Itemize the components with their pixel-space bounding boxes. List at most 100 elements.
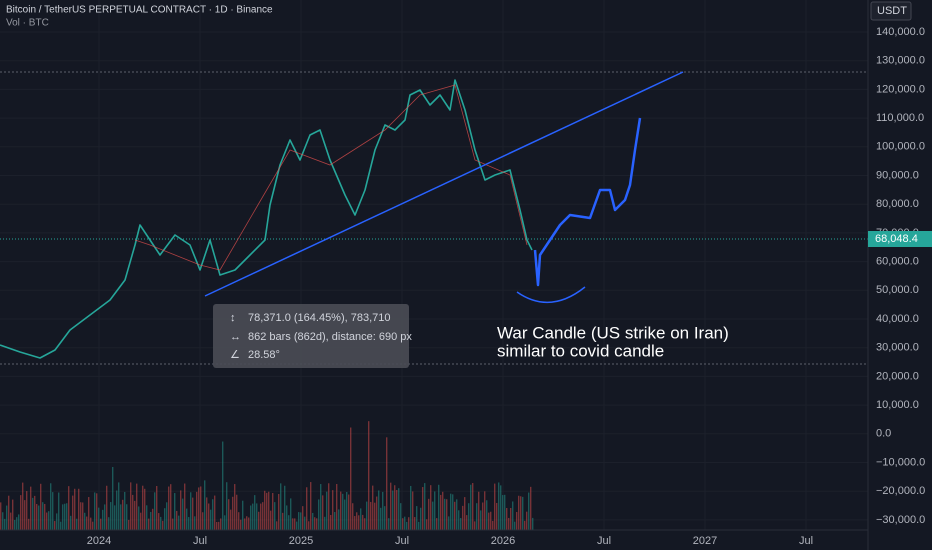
volume-bar bbox=[380, 507, 382, 530]
currency-button[interactable] bbox=[870, 1, 912, 21]
volume-bar bbox=[460, 518, 462, 530]
volume-bar bbox=[424, 483, 426, 530]
volume-bar bbox=[204, 480, 206, 530]
volume-bar bbox=[326, 491, 328, 530]
volume-bar bbox=[64, 503, 66, 530]
volume-bar bbox=[58, 492, 60, 530]
time-label: Jul bbox=[799, 535, 813, 547]
volume-bar bbox=[134, 500, 136, 530]
volume-bar bbox=[52, 492, 54, 530]
volume-bar bbox=[252, 503, 254, 530]
volume-bar bbox=[12, 499, 14, 530]
volume-bar bbox=[292, 518, 294, 530]
volume-bar bbox=[516, 512, 518, 530]
volume-bar bbox=[192, 497, 194, 530]
volume-bar bbox=[220, 518, 222, 530]
projection-path bbox=[533, 117, 642, 287]
volume-bar bbox=[264, 490, 266, 530]
volume-bar bbox=[122, 499, 124, 530]
volume-bar bbox=[218, 521, 220, 530]
volume-bar bbox=[50, 483, 52, 530]
volume-bar bbox=[34, 495, 36, 530]
volume-bar bbox=[164, 508, 166, 530]
volume-bar bbox=[296, 521, 298, 530]
volume-bar bbox=[178, 515, 180, 530]
volume-bar bbox=[200, 486, 202, 530]
volume-bar bbox=[320, 484, 322, 530]
volume-bar bbox=[20, 495, 22, 530]
currency[interactable]: USDT bbox=[877, 5, 907, 17]
price-label: 140,000.0 bbox=[876, 26, 925, 38]
volume-bar bbox=[28, 518, 30, 530]
volume-bar bbox=[414, 517, 416, 530]
volume-bar bbox=[352, 503, 354, 530]
volume-bar bbox=[468, 503, 470, 530]
volume-bar bbox=[494, 483, 496, 530]
volume-bar bbox=[168, 486, 170, 530]
volume-bar bbox=[180, 490, 182, 530]
volume-bar bbox=[232, 496, 234, 530]
volume-bar bbox=[348, 494, 350, 530]
volume-bar bbox=[490, 511, 492, 530]
volume-bar bbox=[324, 516, 326, 530]
price-line-overlay bbox=[134, 84, 528, 271]
volume-bar bbox=[4, 518, 6, 530]
last-price: 68,048.4 bbox=[875, 233, 918, 245]
price-label: 90,000.0 bbox=[876, 169, 919, 181]
volume-bar bbox=[90, 517, 92, 530]
time-label: Jul bbox=[597, 535, 611, 547]
price-label: 30,000.0 bbox=[876, 342, 919, 354]
volume-bar bbox=[210, 509, 212, 530]
volume-bar bbox=[420, 507, 422, 530]
volume-bar bbox=[172, 518, 174, 530]
volume-bar bbox=[2, 512, 4, 530]
volume-bar bbox=[370, 501, 372, 530]
volume-bar bbox=[290, 498, 292, 530]
price-label: −10,000.0 bbox=[876, 456, 925, 468]
volume-bar bbox=[342, 493, 344, 530]
volume-bar bbox=[276, 521, 278, 530]
indicator: Vol · BTC bbox=[6, 18, 49, 29]
volume-bar bbox=[454, 501, 456, 530]
volume-bar bbox=[106, 485, 108, 530]
volume-bar bbox=[70, 515, 72, 530]
volume-bar bbox=[416, 506, 418, 530]
volume-bar bbox=[98, 507, 100, 530]
time-label: Jul bbox=[193, 535, 207, 547]
volume-bar bbox=[132, 494, 134, 530]
volume-bar bbox=[472, 483, 474, 530]
volume-bar bbox=[250, 505, 252, 530]
volume-bar bbox=[190, 492, 192, 530]
arc bbox=[516, 286, 586, 304]
volume-bar bbox=[432, 501, 434, 530]
volume-bar bbox=[246, 516, 248, 530]
volume-bar bbox=[244, 518, 246, 530]
volume-bar bbox=[22, 482, 24, 530]
price-label: 130,000.0 bbox=[876, 55, 925, 67]
volume-bar bbox=[308, 521, 310, 530]
volume-bar bbox=[464, 497, 466, 530]
annotation: similar to covid candle bbox=[497, 341, 664, 360]
volume-bar bbox=[116, 490, 118, 530]
volume-bar bbox=[166, 502, 168, 530]
volume-bar bbox=[358, 515, 360, 530]
volume-bar bbox=[466, 515, 468, 530]
volume-bar bbox=[212, 499, 214, 530]
time-label: 2026 bbox=[491, 535, 515, 547]
chart-title: Bitcoin / TetherUS PERPETUAL CONTRACT · … bbox=[6, 5, 273, 16]
volume-bar bbox=[434, 491, 436, 530]
volume-bar bbox=[436, 518, 438, 530]
volume-bar bbox=[228, 499, 230, 530]
volume-bar bbox=[32, 497, 34, 530]
measure-range: 78,371.0 (164.45%), 783,710 bbox=[248, 312, 391, 324]
volume-bar bbox=[476, 503, 478, 530]
volume-bar bbox=[202, 512, 204, 530]
time-axis: 2024 Jul 2025 Jul 2026 Jul 2027 Jul bbox=[87, 535, 813, 547]
volume-bar bbox=[46, 512, 48, 530]
volume-bar bbox=[260, 503, 262, 530]
volume-bar bbox=[446, 499, 448, 530]
volume-bar bbox=[142, 485, 144, 530]
volume-bar bbox=[396, 490, 398, 530]
volume-bar bbox=[306, 487, 308, 530]
volume-bar bbox=[128, 519, 130, 530]
